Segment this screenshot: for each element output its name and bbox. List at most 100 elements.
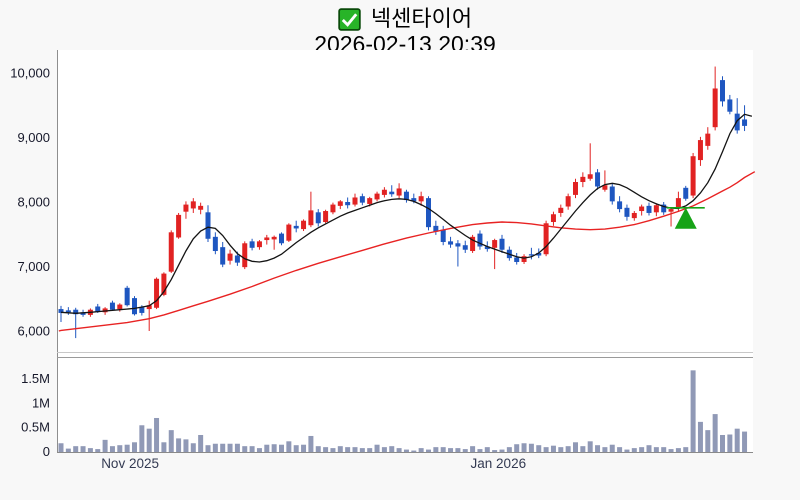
candlestick	[536, 252, 542, 256]
volume-bar	[587, 441, 593, 452]
candlestick	[330, 204, 336, 213]
price-tick-label: 9,000	[17, 130, 50, 145]
volume-bar	[124, 444, 130, 452]
candlestick	[95, 306, 101, 312]
volume-bar	[109, 446, 115, 452]
volume-bar	[462, 449, 468, 452]
volume-bar	[440, 447, 446, 452]
candlestick	[301, 220, 307, 230]
candlestick	[124, 287, 130, 306]
candlestick	[573, 182, 578, 195]
candlestick	[543, 223, 549, 255]
volume-bar	[367, 448, 373, 452]
volume-bar	[220, 443, 226, 452]
volume-bar	[609, 444, 615, 452]
candlestick	[132, 298, 137, 315]
candlestick	[396, 188, 402, 196]
volume-bar	[308, 435, 314, 452]
price-tick-label: 8,000	[17, 195, 50, 210]
candlestick	[492, 240, 498, 248]
candlestick	[205, 212, 211, 239]
volume-bar	[315, 446, 321, 452]
candlestick	[521, 256, 527, 262]
volume-tick-label: 1.5M	[21, 371, 50, 386]
candlestick	[470, 236, 476, 252]
candlestick	[433, 225, 439, 232]
candlestick	[323, 211, 329, 222]
plot-background	[57, 50, 753, 452]
candlestick	[286, 224, 292, 241]
volume-bar	[720, 434, 725, 452]
volume-bar	[639, 447, 645, 452]
volume-bar	[602, 447, 608, 452]
candlestick	[168, 232, 174, 272]
volume-bar	[198, 434, 204, 452]
volume-bar	[212, 443, 218, 452]
candlestick	[690, 156, 696, 196]
candlestick	[352, 197, 358, 205]
candlestick	[80, 312, 86, 315]
volume-bar	[448, 448, 454, 452]
volume-bar	[690, 370, 696, 452]
candlestick	[154, 278, 160, 308]
candlestick	[117, 304, 123, 310]
candlestick	[734, 113, 740, 131]
candlestick	[403, 191, 409, 201]
checkbox-icon[interactable]	[338, 7, 361, 31]
volume-bar	[727, 434, 733, 452]
candlestick	[705, 133, 711, 146]
x-axis-label: Nov 2025	[101, 456, 159, 471]
volume-bar	[521, 443, 527, 452]
volume-bar	[359, 448, 365, 452]
volume-bar	[477, 449, 483, 452]
volume-bar	[330, 448, 336, 452]
candlestick	[720, 80, 725, 102]
candlestick	[359, 196, 365, 203]
volume-bar	[543, 447, 549, 452]
volume-bar	[65, 448, 71, 452]
volume-bar	[528, 443, 534, 452]
volume-bar	[337, 446, 343, 452]
candlestick	[646, 205, 652, 213]
candlestick	[146, 305, 152, 310]
volume-bar	[742, 431, 748, 452]
candlestick	[198, 205, 204, 210]
candlestick	[374, 193, 380, 200]
volume-bar	[87, 448, 93, 452]
volume-bar	[411, 450, 417, 452]
candlestick	[462, 245, 468, 250]
candlestick	[609, 186, 615, 202]
volume-bar	[234, 443, 240, 452]
volume-tick-label: 0	[43, 444, 50, 459]
candlestick	[212, 236, 218, 252]
candlestick	[580, 176, 586, 183]
candlestick	[558, 207, 564, 213]
candlestick	[587, 174, 593, 179]
volume-bar	[470, 446, 476, 452]
volume-bar	[264, 444, 270, 452]
volume-tick-label: 0.5M	[21, 420, 50, 435]
candlestick	[73, 309, 79, 315]
volume-bar	[499, 449, 505, 452]
candlestick	[308, 210, 314, 226]
candlestick	[293, 225, 299, 229]
candlestick	[477, 233, 483, 247]
candlestick	[528, 254, 534, 256]
price-tick-label: 6,000	[17, 324, 50, 339]
volume-bar	[455, 448, 461, 452]
volume-bar	[95, 449, 101, 452]
volume-bar	[550, 445, 556, 452]
candlestick	[315, 212, 321, 224]
candlestick	[697, 140, 703, 161]
volume-bar	[653, 447, 659, 452]
candlestick	[139, 307, 145, 313]
candlestick	[484, 246, 490, 250]
candlestick	[514, 257, 520, 262]
volume-bar	[323, 447, 329, 452]
volume-bar	[675, 448, 681, 452]
candlestick	[161, 273, 167, 295]
candlestick	[661, 204, 667, 213]
volume-bar	[58, 443, 64, 452]
volume-bar	[683, 447, 689, 452]
candlestick	[345, 202, 351, 206]
